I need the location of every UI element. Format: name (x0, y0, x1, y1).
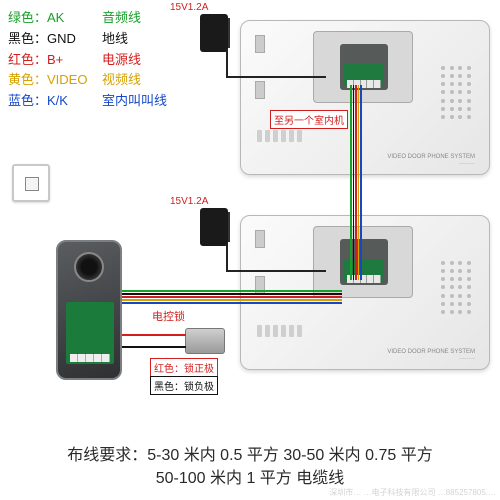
adapter-cable (226, 50, 228, 76)
footer-line: 布线要求：5-30 米内 0.5 平方 30-50 米内 0.75 平方 (0, 445, 500, 467)
legend-desc: 电源线 (102, 50, 162, 71)
monitor-brand-label: VIDEO DOOR PHONE SYSTEM ········ (387, 349, 475, 363)
watermark: 深圳市… …电子科技有限公司 …885257805.… (329, 487, 496, 498)
lock-neg-wire (122, 346, 186, 348)
adapter-rating: 15V1.2A (170, 196, 208, 207)
legend-row: 黄色：VIDEO 视频线 (8, 70, 167, 91)
power-adapter-icon (200, 208, 228, 246)
annotation-lock-pos: 红色：锁正极 (150, 358, 218, 377)
adapter-rating: 15V1.2A (170, 2, 208, 13)
legend-label: 黄色：VIDEO (8, 70, 98, 91)
annotation-lock-neg: 黑色：锁负极 (150, 376, 218, 395)
signal-bus-wire (350, 85, 362, 280)
legend-label: 黑色：GND (8, 29, 98, 50)
power-adapter-icon (200, 14, 228, 52)
vent-slots (257, 325, 302, 337)
wall-mount-slot (255, 81, 265, 99)
annotation-electric-lock: 电控锁 (152, 308, 185, 324)
legend-row: 绿色：AK 音频线 (8, 8, 167, 29)
legend-desc: 视频线 (102, 70, 162, 91)
legend-row: 蓝色：K/K 室内叫叫线 (8, 91, 167, 112)
legend-label: 红色：B+ (8, 50, 98, 71)
brand-line: VIDEO DOOR PHONE SYSTEM (387, 349, 475, 356)
wire-terminal (70, 354, 110, 362)
wiring-requirements: 布线要求：5-30 米内 0.5 平方 30-50 米内 0.75 平方 50-… (0, 445, 500, 490)
legend-desc: 音频线 (102, 8, 162, 29)
wall-mount-slot (255, 35, 265, 53)
speaker-grill (441, 261, 473, 316)
legend-desc: 室内叫叫线 (102, 91, 167, 112)
camera-lens-icon (74, 252, 104, 282)
lock-pos-wire (122, 334, 186, 336)
switch-button-icon (25, 177, 39, 191)
brand-line: ········ (387, 356, 475, 363)
electric-lock-icon (185, 328, 225, 354)
brand-line: ········ (387, 161, 475, 168)
monitor-back-plate (313, 31, 413, 103)
legend-label: 蓝色：K/K (8, 91, 98, 112)
monitor-brand-label: VIDEO DOOR PHONE SYSTEM ········ (387, 154, 475, 168)
legend-label: 绿色：AK (8, 8, 98, 29)
legend-row: 黑色：GND 地线 (8, 29, 167, 50)
wall-mount-slot (255, 230, 265, 248)
adapter-cable (226, 244, 228, 270)
speaker-grill (441, 66, 473, 121)
brand-line: VIDEO DOOR PHONE SYSTEM (387, 154, 475, 161)
adapter-cable (226, 270, 326, 272)
signal-bus-wire (122, 290, 342, 304)
annotation-other-monitor: 至另一个室内机 (270, 110, 348, 129)
legend-desc: 地线 (102, 29, 162, 50)
exit-switch (12, 164, 50, 202)
outdoor-camera-unit (56, 240, 122, 380)
vent-slots (257, 130, 302, 142)
wire-legend: 绿色：AK 音频线 黑色：GND 地线 红色：B+ 电源线 黄色：VIDEO 视… (8, 8, 167, 112)
adapter-cable (226, 76, 326, 78)
legend-row: 红色：B+ 电源线 (8, 50, 167, 71)
monitor-back-plate (313, 226, 413, 298)
indoor-monitor-top: VIDEO DOOR PHONE SYSTEM ········ (240, 20, 490, 175)
